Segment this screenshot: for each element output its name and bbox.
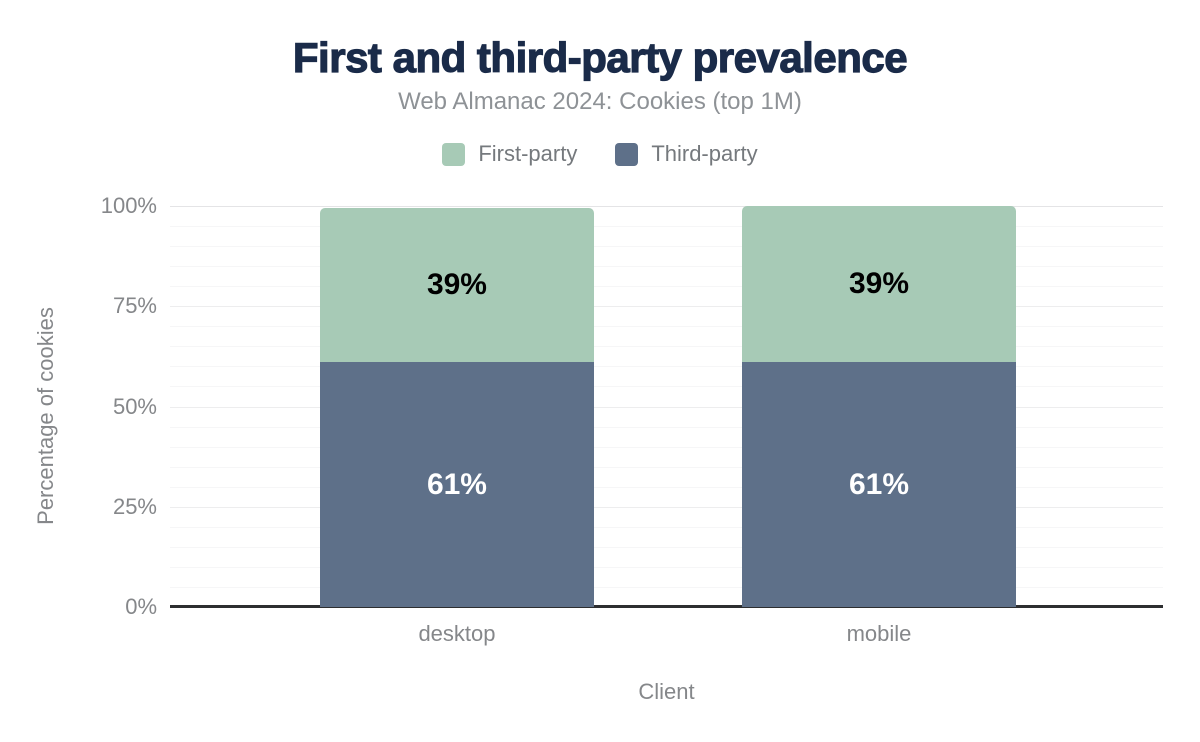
gridline-minor	[170, 546, 1163, 548]
gridline-minor	[170, 526, 1163, 528]
bar-segment-third-party-desktop[interactable]: 61%	[319, 362, 594, 607]
x-axis-title: Client	[638, 679, 695, 704]
bar-value-label-third-party-desktop: 61%	[426, 467, 487, 501]
bar-value-label-third-party-mobile: 61%	[848, 467, 910, 501]
gridline-minor	[170, 286, 1163, 288]
gridline-major	[170, 406, 1163, 408]
gridline-minor	[170, 586, 1163, 588]
y-tick-label-100: 100%	[100, 193, 157, 218]
gridline-minor	[170, 446, 1163, 448]
gridline-major	[170, 206, 1163, 207]
bar-value-label-first-party-desktop: 39%	[426, 268, 487, 302]
chart-title: First and third-party prevalence	[292, 33, 908, 81]
x-tick-label-mobile: mobile	[846, 621, 912, 646]
legend-label-first-party: First-party	[478, 141, 578, 166]
bar-segment-first-party-desktop[interactable]: 39%	[319, 208, 594, 363]
x-axis-line	[170, 605, 1163, 608]
legend-swatch-first-party	[442, 142, 466, 166]
bar-segment-first-party-mobile[interactable]: 39%	[742, 206, 1016, 363]
legend-item-third-party: Third-party	[615, 141, 758, 167]
y-axis-title: Percentage of cookies	[33, 307, 58, 525]
gridline-minor	[170, 566, 1163, 568]
y-tick-label-25: 25%	[112, 493, 157, 519]
legend-label-third-party: Third-party	[651, 141, 758, 166]
gridline-minor	[170, 326, 1163, 328]
bar-value-label-first-party-mobile: 39%	[848, 267, 910, 301]
gridline-major	[170, 506, 1163, 508]
bar-segment-third-party-mobile[interactable]: 61%	[742, 362, 1016, 607]
y-tick-label-50: 50%	[112, 393, 157, 419]
gridline-minor	[170, 346, 1163, 348]
gridline-minor	[170, 426, 1163, 428]
gridline-minor	[170, 366, 1163, 368]
gridline-minor	[170, 246, 1163, 248]
gridline-minor	[170, 466, 1163, 468]
gridline-minor	[170, 386, 1163, 388]
gridline-minor	[170, 226, 1163, 228]
gridline-major	[170, 306, 1163, 308]
legend-swatch-third-party	[615, 142, 639, 166]
y-tick-label-0: 0%	[125, 594, 157, 619]
legend: First-party Third-party	[0, 141, 1200, 167]
x-tick-label-desktop: desktop	[418, 621, 496, 646]
chart-subtitle: Web Almanac 2024: Cookies (top 1M)	[398, 88, 802, 115]
gridline-minor	[170, 266, 1163, 268]
y-tick-label-75: 75%	[112, 293, 157, 319]
legend-item-first-party: First-party	[442, 141, 577, 167]
plot-area: 0% 25% 50% 75% 100% 39% 61% desktop 39% 61% mobile	[101, 193, 1163, 646]
bar-mobile: 39% 61%	[742, 206, 1016, 607]
gridline-minor	[170, 486, 1163, 488]
bar-desktop: 39% 61%	[319, 208, 594, 607]
